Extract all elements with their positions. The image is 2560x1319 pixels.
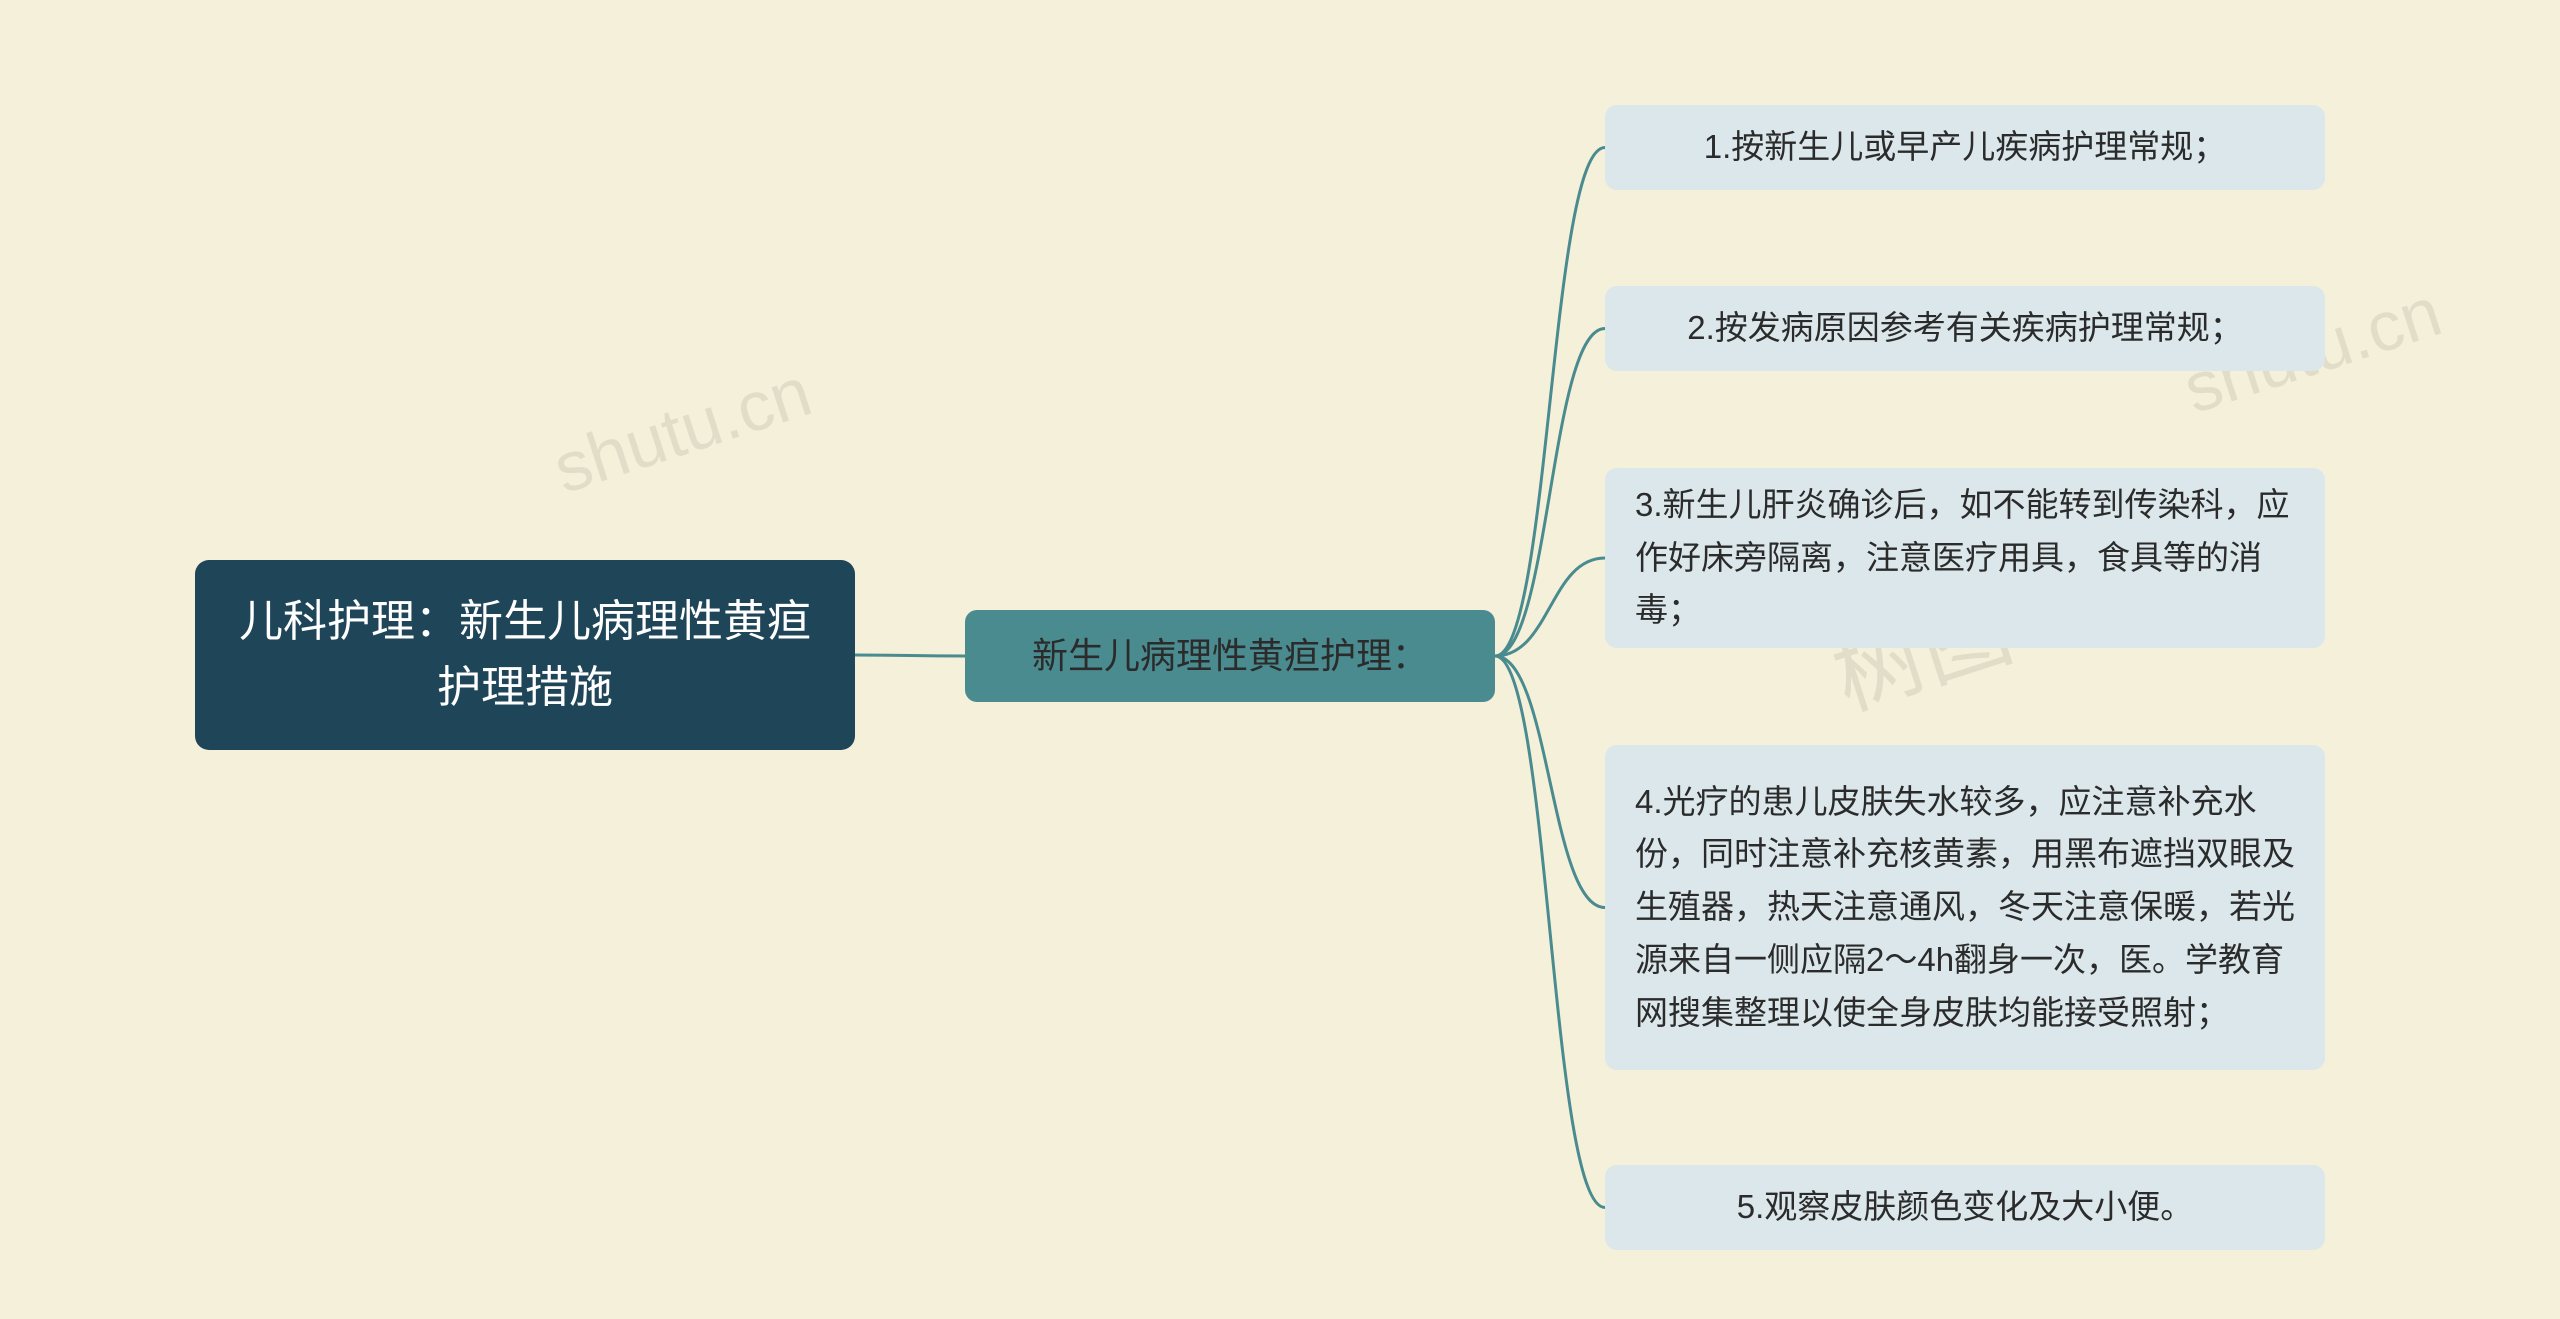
leaf-node: 5.观察皮肤颜色变化及大小便。: [1605, 1165, 2325, 1250]
leaf-label: 4.光疗的患儿皮肤失水较多，应注意补充水份，同时注意补充核黄素，用黑布遮挡双眼及…: [1635, 776, 2295, 1040]
root-label: 儿科护理：新生儿病理性黄疸护理措施: [225, 589, 825, 721]
leaf-node: 3.新生儿肝炎确诊后，如不能转到传染科，应作好床旁隔离，注意医疗用具，食具等的消…: [1605, 468, 2325, 648]
leaf-node: 1.按新生儿或早产儿疾病护理常规；: [1605, 105, 2325, 190]
leaf-label: 5.观察皮肤颜色变化及大小便。: [1737, 1181, 2194, 1234]
leaf-label: 2.按发病原因参考有关疾病护理常规；: [1687, 302, 2243, 355]
leaf-node: 4.光疗的患儿皮肤失水较多，应注意补充水份，同时注意补充核黄素，用黑布遮挡双眼及…: [1605, 745, 2325, 1070]
branch-label: 新生儿病理性黄疸护理：: [1032, 627, 1428, 685]
mindmap-canvas: shutu.cn 树图 shutu.cn 儿科护理：新生儿病理性黄疸护理措施 新…: [0, 0, 2560, 1319]
root-node: 儿科护理：新生儿病理性黄疸护理措施: [195, 560, 855, 750]
leaf-label: 3.新生儿肝炎确诊后，如不能转到传染科，应作好床旁隔离，注意医疗用具，食具等的消…: [1635, 479, 2295, 637]
leaf-node: 2.按发病原因参考有关疾病护理常规；: [1605, 286, 2325, 371]
branch-node: 新生儿病理性黄疸护理：: [965, 610, 1495, 702]
leaf-label: 1.按新生儿或早产儿疾病护理常规；: [1704, 121, 2227, 174]
watermark: shutu.cn: [544, 351, 820, 509]
